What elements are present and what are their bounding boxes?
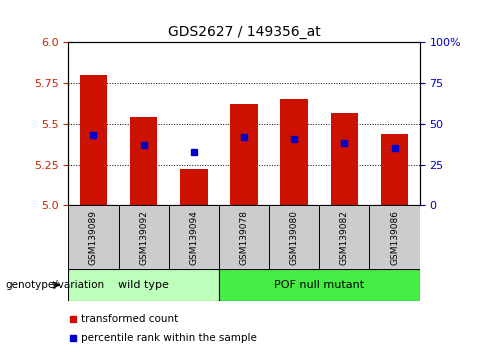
Bar	[330, 113, 358, 205]
Title: GDS2627 / 149356_at: GDS2627 / 149356_at	[167, 25, 321, 39]
Text: percentile rank within the sample: percentile rank within the sample	[81, 333, 256, 343]
Bar	[180, 170, 207, 205]
Text: GSM139078: GSM139078	[240, 210, 248, 265]
Text: wild type: wild type	[118, 280, 169, 290]
Text: GSM139086: GSM139086	[390, 210, 399, 265]
Text: GSM139082: GSM139082	[340, 210, 349, 265]
Text: genotype/variation: genotype/variation	[5, 280, 104, 290]
Bar	[319, 205, 369, 269]
Text: GSM139080: GSM139080	[290, 210, 299, 265]
Bar	[119, 205, 169, 269]
Bar	[230, 104, 258, 205]
Text: GSM139089: GSM139089	[89, 210, 98, 265]
Bar	[130, 118, 158, 205]
Bar	[369, 205, 420, 269]
Bar	[80, 75, 107, 205]
Bar	[281, 99, 308, 205]
Text: transformed count: transformed count	[81, 314, 178, 324]
Text: GSM139094: GSM139094	[189, 210, 198, 265]
Text: POF null mutant: POF null mutant	[274, 280, 365, 290]
Bar	[68, 205, 119, 269]
Bar	[219, 269, 420, 301]
Bar	[169, 205, 219, 269]
Bar	[381, 134, 408, 205]
Text: GSM139092: GSM139092	[139, 210, 148, 265]
Bar	[269, 205, 319, 269]
Bar	[68, 269, 219, 301]
Bar	[219, 205, 269, 269]
